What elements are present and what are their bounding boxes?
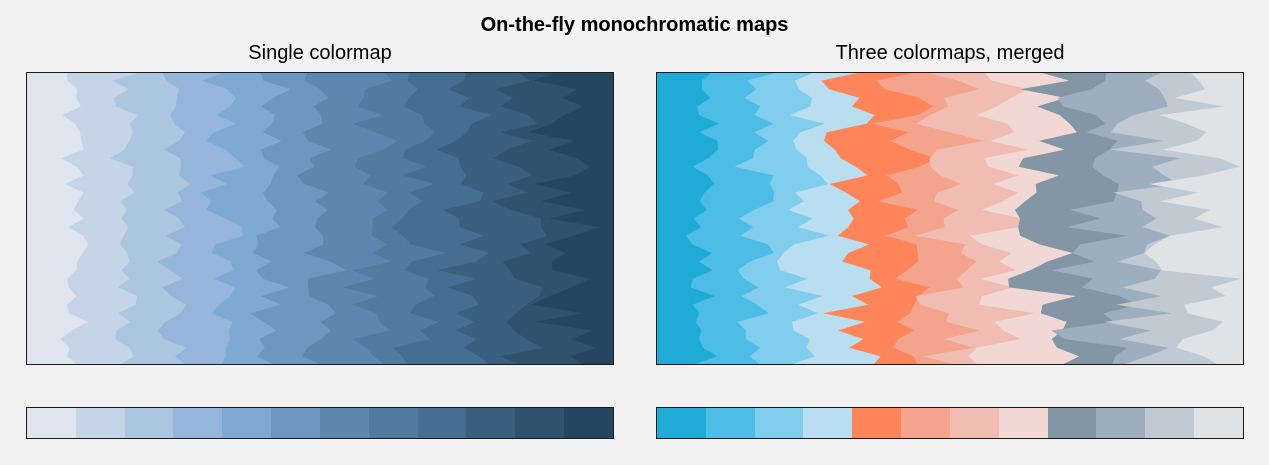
left-colorbar-swatch-5 bbox=[271, 408, 320, 438]
right-colorbar-swatch-4 bbox=[852, 408, 902, 438]
left-panel-title: Single colormap bbox=[248, 42, 392, 64]
left-colorbar-swatch-2 bbox=[124, 408, 174, 438]
right-panel-title: Three colormaps, merged bbox=[835, 42, 1065, 64]
left-colorbar-swatch-4 bbox=[222, 408, 272, 438]
right-colorbar-swatch-6 bbox=[949, 408, 999, 438]
left-contour-svg bbox=[26, 72, 614, 365]
right-colorbar-swatch-10 bbox=[1145, 408, 1195, 438]
right-contour-svg bbox=[656, 72, 1244, 365]
right-colorbar-swatch-7 bbox=[998, 408, 1048, 438]
right-colorbar-swatch-1 bbox=[705, 408, 755, 438]
left-colorbar bbox=[26, 407, 614, 439]
right-colorbar-swatch-3 bbox=[803, 408, 853, 438]
left-colorbar-swatch-0 bbox=[27, 408, 76, 438]
left-colorbar-swatch-8 bbox=[417, 408, 467, 438]
right-colorbar-swatch-11 bbox=[1194, 408, 1243, 438]
right-colorbar bbox=[656, 407, 1244, 439]
right-colorbar-swatch-5 bbox=[901, 408, 950, 438]
left-colorbar-swatch-1 bbox=[75, 408, 125, 438]
right-colorbar-swatch-9 bbox=[1096, 408, 1146, 438]
right-band-11 bbox=[1144, 72, 1244, 365]
right-colorbar-swatch-2 bbox=[754, 408, 804, 438]
left-colorbar-swatch-9 bbox=[466, 408, 516, 438]
right-colorbar-swatch-0 bbox=[657, 408, 706, 438]
left-colorbar-swatch-3 bbox=[173, 408, 223, 438]
left-colorbar-swatch-6 bbox=[319, 408, 369, 438]
right-colorbar-swatch-8 bbox=[1047, 408, 1097, 438]
left-colorbar-swatch-11 bbox=[564, 408, 613, 438]
left-contour-plot bbox=[26, 72, 614, 365]
left-colorbar-swatch-7 bbox=[368, 408, 418, 438]
figure-title: On-the-fly monochromatic maps bbox=[480, 14, 789, 36]
right-contour-plot bbox=[656, 72, 1244, 365]
left-colorbar-swatch-10 bbox=[515, 408, 565, 438]
left-band-11 bbox=[528, 72, 614, 365]
